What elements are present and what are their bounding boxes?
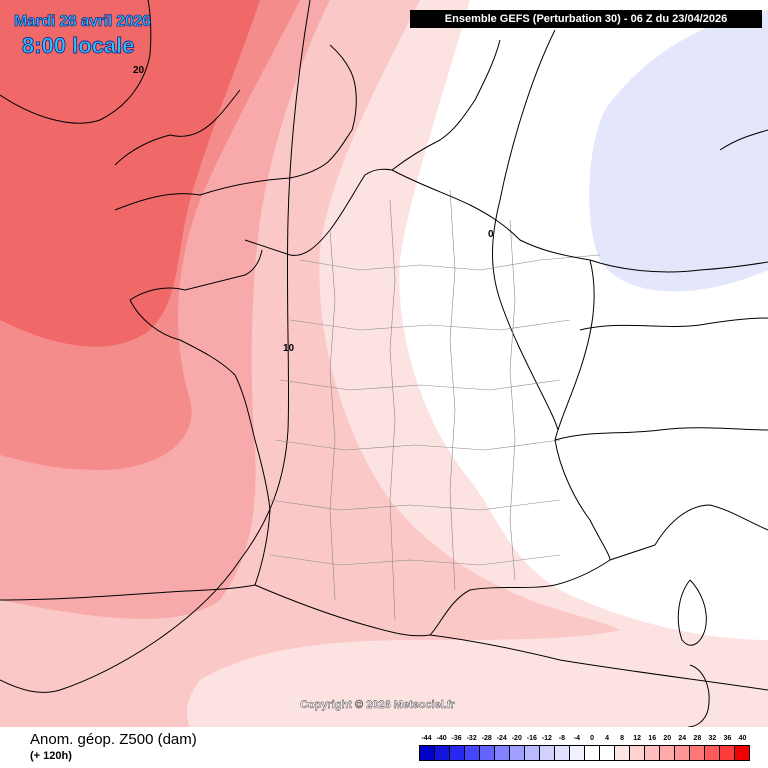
contour-0 (492, 29, 559, 431)
variable-title: Anom. géop. Z500 (dam) (30, 731, 197, 748)
national-borders (391, 169, 768, 691)
scale-swatch (495, 746, 510, 760)
scale-swatch (705, 746, 720, 760)
scale-swatch (735, 746, 749, 760)
scale-tick-label: 36 (723, 735, 732, 742)
anomaly-map: 20 10 0 (0, 0, 768, 727)
contour-10 (0, 0, 311, 693)
legend-panel: Anom. géop. Z500 (dam) (+ 120h) -44 -40 -3… (0, 727, 768, 768)
scale-tick-label: 16 (648, 735, 657, 742)
contour-20 (0, 0, 152, 124)
scale-tick-label: -44 (421, 735, 432, 742)
scale-tick-label: -40 (436, 735, 447, 742)
model-header: Ensemble GEFS (Perturbation 30) - 06 Z d… (410, 10, 762, 28)
scale-swatch (570, 746, 585, 760)
scale-tick-label: -28 (481, 735, 492, 742)
scale-tick-label: -36 (451, 735, 462, 742)
scale-tick-label: 20 (663, 735, 672, 742)
scale-swatch (645, 746, 660, 760)
scale-tick-label: 24 (678, 735, 687, 742)
scale-swatch (480, 746, 495, 760)
forecast-date: Mardi 28 avril 2026 (14, 13, 152, 31)
scale-tick-label: 4 (605, 735, 610, 742)
scale-tick-label: -16 (526, 735, 537, 742)
scale-swatch (585, 746, 600, 760)
scale-tick-label: 40 (738, 735, 747, 742)
department-borders (269, 189, 601, 621)
scale-tick-label: 12 (633, 735, 642, 742)
anomaly-zone-20 (0, 0, 260, 347)
scale-swatch (720, 746, 735, 760)
anomaly-zone-neg4 (589, 10, 768, 292)
scale-tick-label: 28 (693, 735, 702, 742)
scale-tick-label: -24 (496, 735, 507, 742)
scale-swatch (600, 746, 615, 760)
contour-label-20: 20 (133, 65, 145, 76)
scale-swatch (510, 746, 525, 760)
scale-tick-label: -32 (466, 735, 477, 742)
scale-swatch (630, 746, 645, 760)
scale-tick-label: -8 (558, 735, 566, 742)
scale-swatch (540, 746, 555, 760)
scale-swatch (660, 746, 675, 760)
scale-labels: -44 -40 -36 -32 -28 -24 -20 -16 -12 -8 -4 0 4 8 12 16 20… (412, 735, 752, 745)
scale-tick-label: -20 (511, 735, 522, 742)
scale-swatch (450, 746, 465, 760)
scale-swatch (555, 746, 570, 760)
scale-swatch (675, 746, 690, 760)
contour-label-0: 0 (488, 229, 494, 240)
scale-swatch (525, 746, 540, 760)
contour-label-10: 10 (283, 343, 295, 354)
scale-swatch (435, 746, 450, 760)
scale-swatch (465, 746, 480, 760)
color-scale (419, 745, 750, 761)
scale-tick-label: 8 (620, 735, 625, 742)
forecast-time: 8:00 locale (22, 33, 135, 59)
scale-tick-label: 32 (708, 735, 717, 742)
lead-time: (+ 120h) (30, 750, 72, 762)
coastlines (0, 39, 768, 727)
copyright: Copyright © 2026 Meteociel.fr (300, 699, 455, 711)
scale-swatch (420, 746, 435, 760)
scale-swatch (615, 746, 630, 760)
scale-tick-label: -4 (573, 735, 581, 742)
scale-tick-label: 0 (590, 735, 594, 742)
scale-swatch (690, 746, 705, 760)
scale-tick-label: -12 (541, 735, 552, 742)
